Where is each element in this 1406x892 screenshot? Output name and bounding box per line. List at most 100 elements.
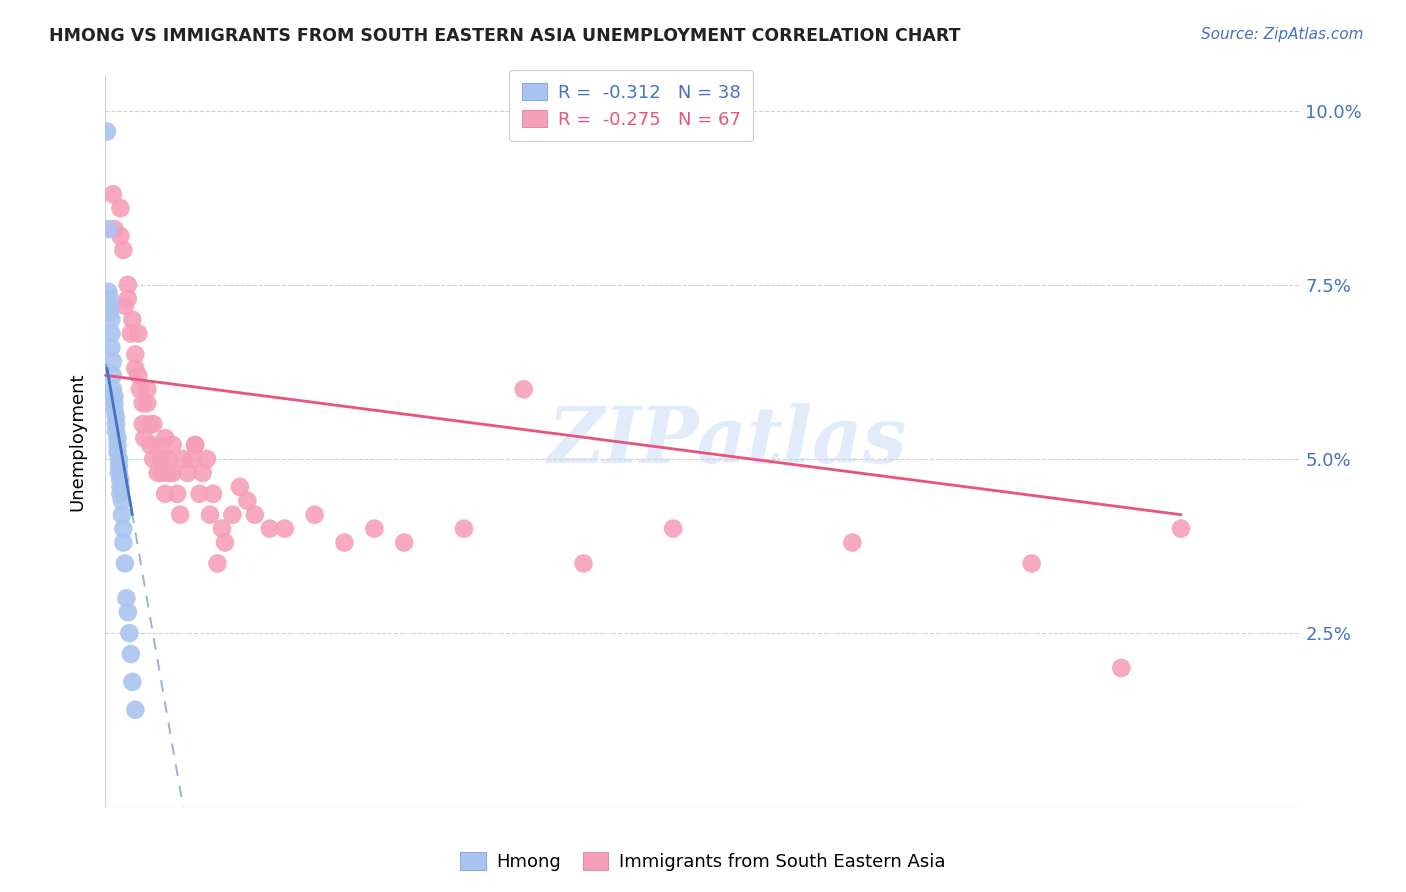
Point [259, 522, 281, 536]
Point [121, 312, 143, 326]
Point [221, 508, 243, 522]
Point [243, 508, 266, 522]
Point [103, 222, 125, 236]
Point [111, 493, 134, 508]
Point [110, 480, 132, 494]
Point [120, 647, 142, 661]
Text: HMONG VS IMMIGRANTS FROM SOUTH EASTERN ASIA UNEMPLOYMENT CORRELATION CHART: HMONG VS IMMIGRANTS FROM SOUTH EASTERN A… [49, 27, 960, 45]
Point [146, 466, 169, 480]
Point [162, 438, 184, 452]
Point [118, 626, 141, 640]
Point [117, 605, 139, 619]
Point [155, 431, 177, 445]
Point [96, 124, 118, 138]
Point [132, 417, 155, 431]
Point [184, 438, 207, 452]
Point [139, 417, 162, 431]
Point [166, 487, 188, 501]
Y-axis label: Unemployment: Unemployment [69, 372, 87, 511]
Point [169, 508, 191, 522]
Point [146, 438, 169, 452]
Point [107, 445, 129, 459]
Point [1111, 661, 1133, 675]
Point [195, 452, 218, 467]
Point [157, 452, 180, 467]
Text: Source: ZipAtlas.com: Source: ZipAtlas.com [1201, 27, 1364, 42]
Point [114, 557, 136, 571]
Point [132, 396, 155, 410]
Point [572, 557, 595, 571]
Text: ZIPatlas: ZIPatlas [547, 403, 907, 480]
Point [101, 187, 124, 202]
Point [134, 431, 156, 445]
Point [97, 285, 120, 299]
Point [98, 299, 121, 313]
Point [333, 535, 356, 549]
Point [110, 487, 132, 501]
Point [112, 243, 135, 257]
Point [513, 382, 536, 396]
Point [453, 522, 475, 536]
Point [207, 557, 229, 571]
Point [181, 452, 204, 467]
Point [176, 466, 198, 480]
Point [107, 438, 129, 452]
Point [110, 473, 132, 487]
Point [136, 396, 159, 410]
Point [108, 458, 131, 473]
Point [124, 361, 146, 376]
Point [142, 417, 165, 431]
Point [229, 480, 252, 494]
Point [142, 452, 165, 467]
Point [273, 522, 295, 536]
Text: 0.0%: 0.0% [83, 891, 128, 892]
Point [104, 410, 127, 425]
Point [98, 306, 121, 320]
Point [107, 431, 129, 445]
Point [211, 522, 233, 536]
Point [108, 466, 131, 480]
Point [128, 382, 150, 396]
Point [114, 299, 136, 313]
Point [214, 535, 236, 549]
Point [150, 466, 173, 480]
Point [236, 493, 259, 508]
Point [101, 368, 124, 383]
Point [1021, 557, 1043, 571]
Point [363, 522, 385, 536]
Point [112, 522, 135, 536]
Point [97, 222, 120, 236]
Point [100, 312, 122, 326]
Point [149, 452, 172, 467]
Point [117, 277, 139, 292]
Point [100, 326, 122, 341]
Point [127, 326, 149, 341]
Point [98, 292, 121, 306]
Point [112, 535, 135, 549]
Point [111, 508, 134, 522]
Point [139, 438, 162, 452]
Point [101, 382, 124, 396]
Point [662, 522, 685, 536]
Point [202, 487, 225, 501]
Point [124, 703, 146, 717]
Point [120, 326, 142, 341]
Point [101, 354, 124, 368]
Point [108, 452, 131, 467]
Legend: R =  -0.312   N = 38, R =  -0.275   N = 67: R = -0.312 N = 38, R = -0.275 N = 67 [509, 70, 754, 141]
Point [841, 535, 863, 549]
Legend: Hmong, Immigrants from South Eastern Asia: Hmong, Immigrants from South Eastern Asi… [453, 846, 953, 879]
Point [121, 674, 143, 689]
Point [103, 403, 125, 417]
Point [304, 508, 326, 522]
Point [115, 591, 138, 606]
Point [162, 466, 184, 480]
Point [394, 535, 416, 549]
Point [191, 466, 214, 480]
Point [184, 438, 207, 452]
Point [198, 508, 221, 522]
Point [100, 341, 122, 355]
Point [110, 201, 132, 215]
Point [188, 487, 211, 501]
Point [1170, 522, 1192, 536]
